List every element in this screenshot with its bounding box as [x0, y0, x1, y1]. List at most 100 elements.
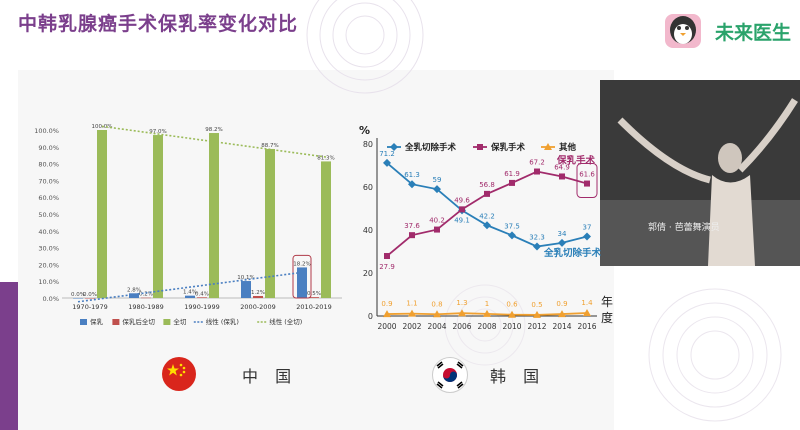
data-label: 32.3: [529, 234, 545, 242]
data-label: 49.6: [454, 196, 470, 204]
y-tick-label: 90.0%: [38, 144, 59, 152]
highlight-box: [576, 163, 598, 199]
data-label: 1: [485, 300, 489, 308]
data-point: [558, 310, 566, 318]
x-tick-label: 2004: [427, 322, 446, 331]
annotation-label: 全乳切除手术: [543, 247, 602, 259]
bar-value-label: 10.1%: [237, 275, 254, 281]
data-label: 1.1: [406, 300, 417, 308]
x-tick-label: 2010: [502, 322, 521, 331]
lace-ornament-icon: [306, 0, 424, 94]
bar-value-label: 2.8%: [127, 287, 141, 293]
data-label: 61.6: [579, 171, 595, 179]
bar: [129, 293, 139, 298]
x-tick-label: 2000: [377, 322, 396, 331]
bar: [73, 298, 83, 299]
y-tick-label: 10.0%: [38, 278, 59, 286]
legend-label: 保乳后全切: [122, 317, 155, 326]
legend-marker: [390, 143, 398, 151]
bar-value-label: 97.0%: [149, 129, 166, 135]
data-point: [534, 168, 540, 175]
data-label: 56.8: [479, 181, 495, 189]
data-label: 37.6: [404, 222, 420, 230]
data-label: 1.3: [456, 299, 467, 307]
dancer-silhouette-icon: 郭倩 · 芭蕾舞演员: [600, 80, 800, 266]
data-label: 34: [558, 230, 567, 238]
data-point: [409, 232, 415, 239]
x-axis-label: 年: [601, 295, 613, 309]
data-point: [433, 185, 441, 194]
legend-swatch: [163, 319, 171, 325]
data-label: 49.1: [454, 216, 470, 224]
data-point: [459, 206, 465, 213]
y-tick-label: 60.0%: [38, 194, 59, 202]
data-label: 59: [433, 176, 442, 184]
lace-ornament-icon: [444, 284, 526, 366]
bar: [153, 135, 163, 298]
bar-value-label: 1.4%: [183, 290, 197, 296]
lace-ornament-icon: [648, 288, 782, 422]
y-axis-unit: %: [359, 124, 370, 137]
y-tick-label: 80: [363, 140, 373, 149]
bar-value-label: 81.3%: [317, 155, 334, 161]
data-label: 42.2: [479, 212, 495, 220]
data-point: [434, 226, 440, 233]
data-point: [533, 310, 541, 318]
china-label: 中 国: [242, 367, 298, 386]
legend-label: 全乳切除手术: [404, 142, 457, 153]
legend-label: 全切: [173, 317, 187, 326]
y-tick-label: 40.0%: [38, 228, 59, 236]
data-label: 0.6: [506, 301, 518, 309]
china-bar-chart: 0.0% 10.0% 20.0% 30.0% 40.0% 50.0% 60.0% 70.0% 8…: [34, 124, 342, 326]
data-label: 37.5: [504, 222, 520, 230]
bar: [97, 130, 107, 298]
data-label: 61.9: [504, 170, 520, 178]
korea-line-chart: % 0 20 40 60 80 2000 2002 2004 2006 2008 2010 2012 20…: [359, 124, 613, 331]
legend-label: 线性 (保乳): [206, 317, 239, 326]
y-tick-label: 0: [368, 312, 373, 321]
data-point: [533, 242, 541, 251]
bar: [265, 148, 275, 298]
y-tick-label: 20.0%: [38, 261, 59, 269]
brand-logo: 未来医生: [657, 8, 792, 50]
data-point: [483, 221, 491, 230]
y-tick-label: 40: [363, 226, 373, 235]
data-point: [408, 180, 416, 189]
data-label: 37: [583, 223, 592, 231]
data-point: [508, 231, 516, 240]
legend-marker: [544, 143, 552, 150]
page-title: 中韩乳腺癌手术保乳率变化对比: [18, 13, 299, 35]
x-tick-label: 2010-2019: [296, 303, 331, 311]
x-tick-label: 2014: [552, 322, 571, 331]
data-point: [483, 309, 491, 317]
x-tick-label: 2000-2009: [240, 303, 275, 311]
bar: [309, 297, 319, 298]
bar: [141, 297, 151, 299]
bar-value-label: 18.2%: [293, 261, 310, 267]
bar: [197, 297, 207, 298]
y-tick-label: 50.0%: [38, 211, 59, 219]
data-label: 0.8: [431, 300, 442, 308]
x-tick-label: 1980-1989: [128, 303, 163, 311]
data-label: 27.9: [379, 263, 395, 271]
bar-value-label: 1.2%: [251, 290, 265, 296]
trendline: [77, 271, 303, 303]
y-tick-label: 100.0%: [34, 127, 59, 135]
bar: [297, 267, 307, 298]
data-point: [584, 180, 590, 187]
data-point: [509, 179, 515, 186]
x-tick-label: 2006: [452, 322, 471, 331]
data-point: [383, 310, 391, 318]
data-point: [383, 158, 391, 167]
bar-value-label: 0.4%: [195, 291, 209, 297]
bar-value-label: 0.2%: [139, 292, 153, 298]
penguin-logo-icon: [665, 14, 701, 48]
ballet-dancer-photo: 郭倩 · 芭蕾舞演员: [600, 80, 800, 266]
x-tick-label: 2002: [402, 322, 421, 331]
y-tick-label: 30.0%: [38, 245, 59, 253]
y-tick-label: 20: [363, 269, 373, 278]
data-label: 0.5: [531, 301, 542, 309]
data-point: [433, 310, 441, 318]
photo-caption: 郭倩 · 芭蕾舞演员: [648, 221, 720, 233]
data-point: [484, 190, 490, 197]
